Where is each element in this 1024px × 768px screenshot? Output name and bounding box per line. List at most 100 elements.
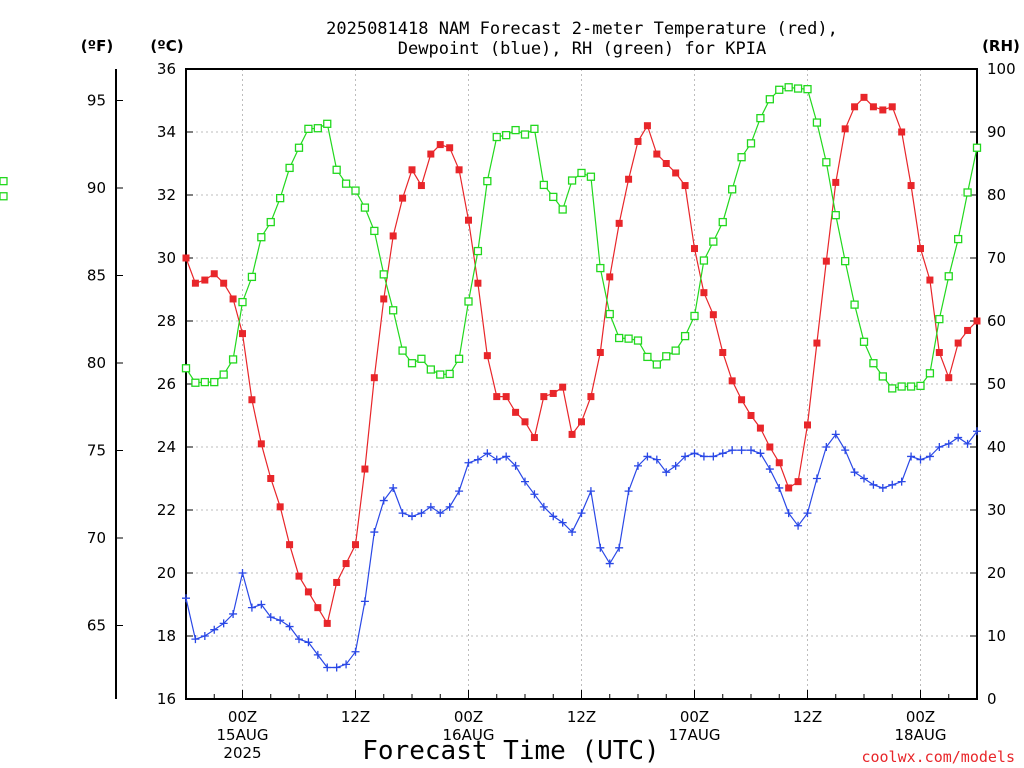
- temperature-point: [182, 254, 190, 262]
- dewpoint-point: [831, 430, 840, 439]
- time-tick-label: 16AUG: [443, 726, 495, 744]
- temperature-point: [935, 349, 943, 356]
- rh-point: [624, 334, 633, 343]
- time-tick-label: 00Z: [228, 708, 257, 726]
- temperature-point: [728, 377, 736, 385]
- rh-point: [426, 365, 435, 374]
- temperature-point: [276, 503, 284, 511]
- dewpoint-point: [285, 622, 294, 631]
- dewpoint-point: [850, 468, 859, 477]
- rh-unit-label: (RH): [982, 37, 1020, 55]
- rh-point: [596, 263, 605, 273]
- rh-point: [483, 176, 492, 186]
- dewpoint-point: [634, 461, 642, 470]
- rh-point: [0, 176, 8, 186]
- temperature-point: [945, 374, 953, 382]
- rh-axis: 0 10 20 30 40 50 60 70 80 90 100: [970, 60, 1016, 708]
- rh-point: [210, 377, 219, 387]
- rh-point: [257, 233, 266, 242]
- temperature-point: [822, 257, 830, 265]
- rh-point: [869, 359, 878, 368]
- rh-point: [577, 168, 586, 178]
- dewpoint-point: [473, 455, 482, 464]
- temperature-point: [851, 103, 859, 111]
- temperature-point: [926, 276, 934, 284]
- rh-point: [652, 360, 661, 369]
- series-dewpoint: [182, 427, 981, 672]
- rh-point: [549, 192, 558, 202]
- time-tick-label: 18AUG: [895, 726, 947, 744]
- rh-point: [276, 193, 285, 203]
- rh-point: [841, 256, 850, 266]
- temperature-point: [267, 475, 275, 482]
- dewpoint-point: [238, 569, 247, 577]
- rh-point: [765, 95, 774, 104]
- dewpoint-point: [539, 502, 548, 511]
- dewpoint-point: [530, 490, 539, 499]
- temperature-point: [653, 150, 661, 158]
- dewpoint-point: [860, 474, 868, 483]
- dewpoint-point: [624, 487, 633, 496]
- rh-point: [370, 226, 379, 236]
- rh-point: [615, 333, 624, 343]
- temperature-point: [248, 396, 256, 404]
- dewpoint-point: [360, 597, 369, 606]
- rh-point: [916, 381, 925, 391]
- dewpoint-point: [794, 521, 803, 530]
- temperature-point: [813, 339, 821, 347]
- rh-tick-label: 70: [987, 249, 1006, 267]
- rh-point: [332, 165, 341, 174]
- dewpoint-point: [963, 439, 972, 448]
- dewpoint-point: [408, 512, 416, 521]
- temperature-point: [389, 232, 397, 240]
- rh-point: [313, 124, 322, 133]
- series-rh: [0, 83, 982, 393]
- temperature-point: [483, 352, 491, 360]
- temperature-point: [568, 430, 576, 438]
- celsius-tick-label: 32: [157, 186, 176, 204]
- rh-tick-label: 30: [987, 501, 1006, 519]
- rh-point: [464, 297, 473, 306]
- dewpoint-point: [973, 427, 981, 436]
- rh-tick-label: 10: [987, 627, 1006, 645]
- dewpoint-point: [737, 446, 746, 455]
- dewpoint-point: [841, 446, 850, 455]
- dewpoint-point: [671, 461, 680, 470]
- temperature-point: [738, 396, 746, 404]
- rh-tick-label: 50: [987, 375, 1006, 393]
- rh-tick-label: 60: [987, 312, 1006, 330]
- dewpoint-point: [954, 433, 963, 442]
- dewpoint-point: [935, 443, 944, 451]
- temperature-point: [352, 541, 359, 549]
- rh-point: [567, 176, 577, 185]
- source-credit: coolwx.com/models: [861, 748, 1015, 766]
- rh-tick-label: 40: [987, 438, 1006, 456]
- dewpoint-point: [276, 616, 285, 625]
- dewpoint-point: [775, 483, 784, 492]
- rh-point: [822, 158, 831, 167]
- rh-point: [539, 180, 548, 190]
- dewpoint-point: [822, 443, 831, 451]
- temperature-point: [408, 166, 416, 174]
- rh-point: [266, 217, 275, 227]
- rh-tick-label: 80: [987, 186, 1006, 204]
- rh-point: [633, 336, 643, 345]
- dewpoint-point: [219, 619, 228, 628]
- rh-point: [775, 85, 784, 94]
- temperature-point: [898, 128, 906, 136]
- fahrenheit-tick-label: 75: [87, 442, 106, 460]
- temperature-point: [210, 270, 218, 278]
- fahrenheit-unit-label: (ºF): [81, 37, 113, 55]
- temperature-point: [239, 330, 246, 338]
- x-axis-label: Forecast Time (UTC): [362, 736, 659, 766]
- temperature-point: [502, 393, 510, 401]
- temperature-point: [295, 572, 303, 580]
- dewpoint-point: [596, 543, 605, 552]
- temperature-point: [380, 295, 388, 303]
- temperature-point: [361, 465, 369, 473]
- celsius-tick-label: 34: [157, 123, 176, 141]
- dewpoint-point: [182, 594, 190, 603]
- temperature-point: [436, 141, 444, 149]
